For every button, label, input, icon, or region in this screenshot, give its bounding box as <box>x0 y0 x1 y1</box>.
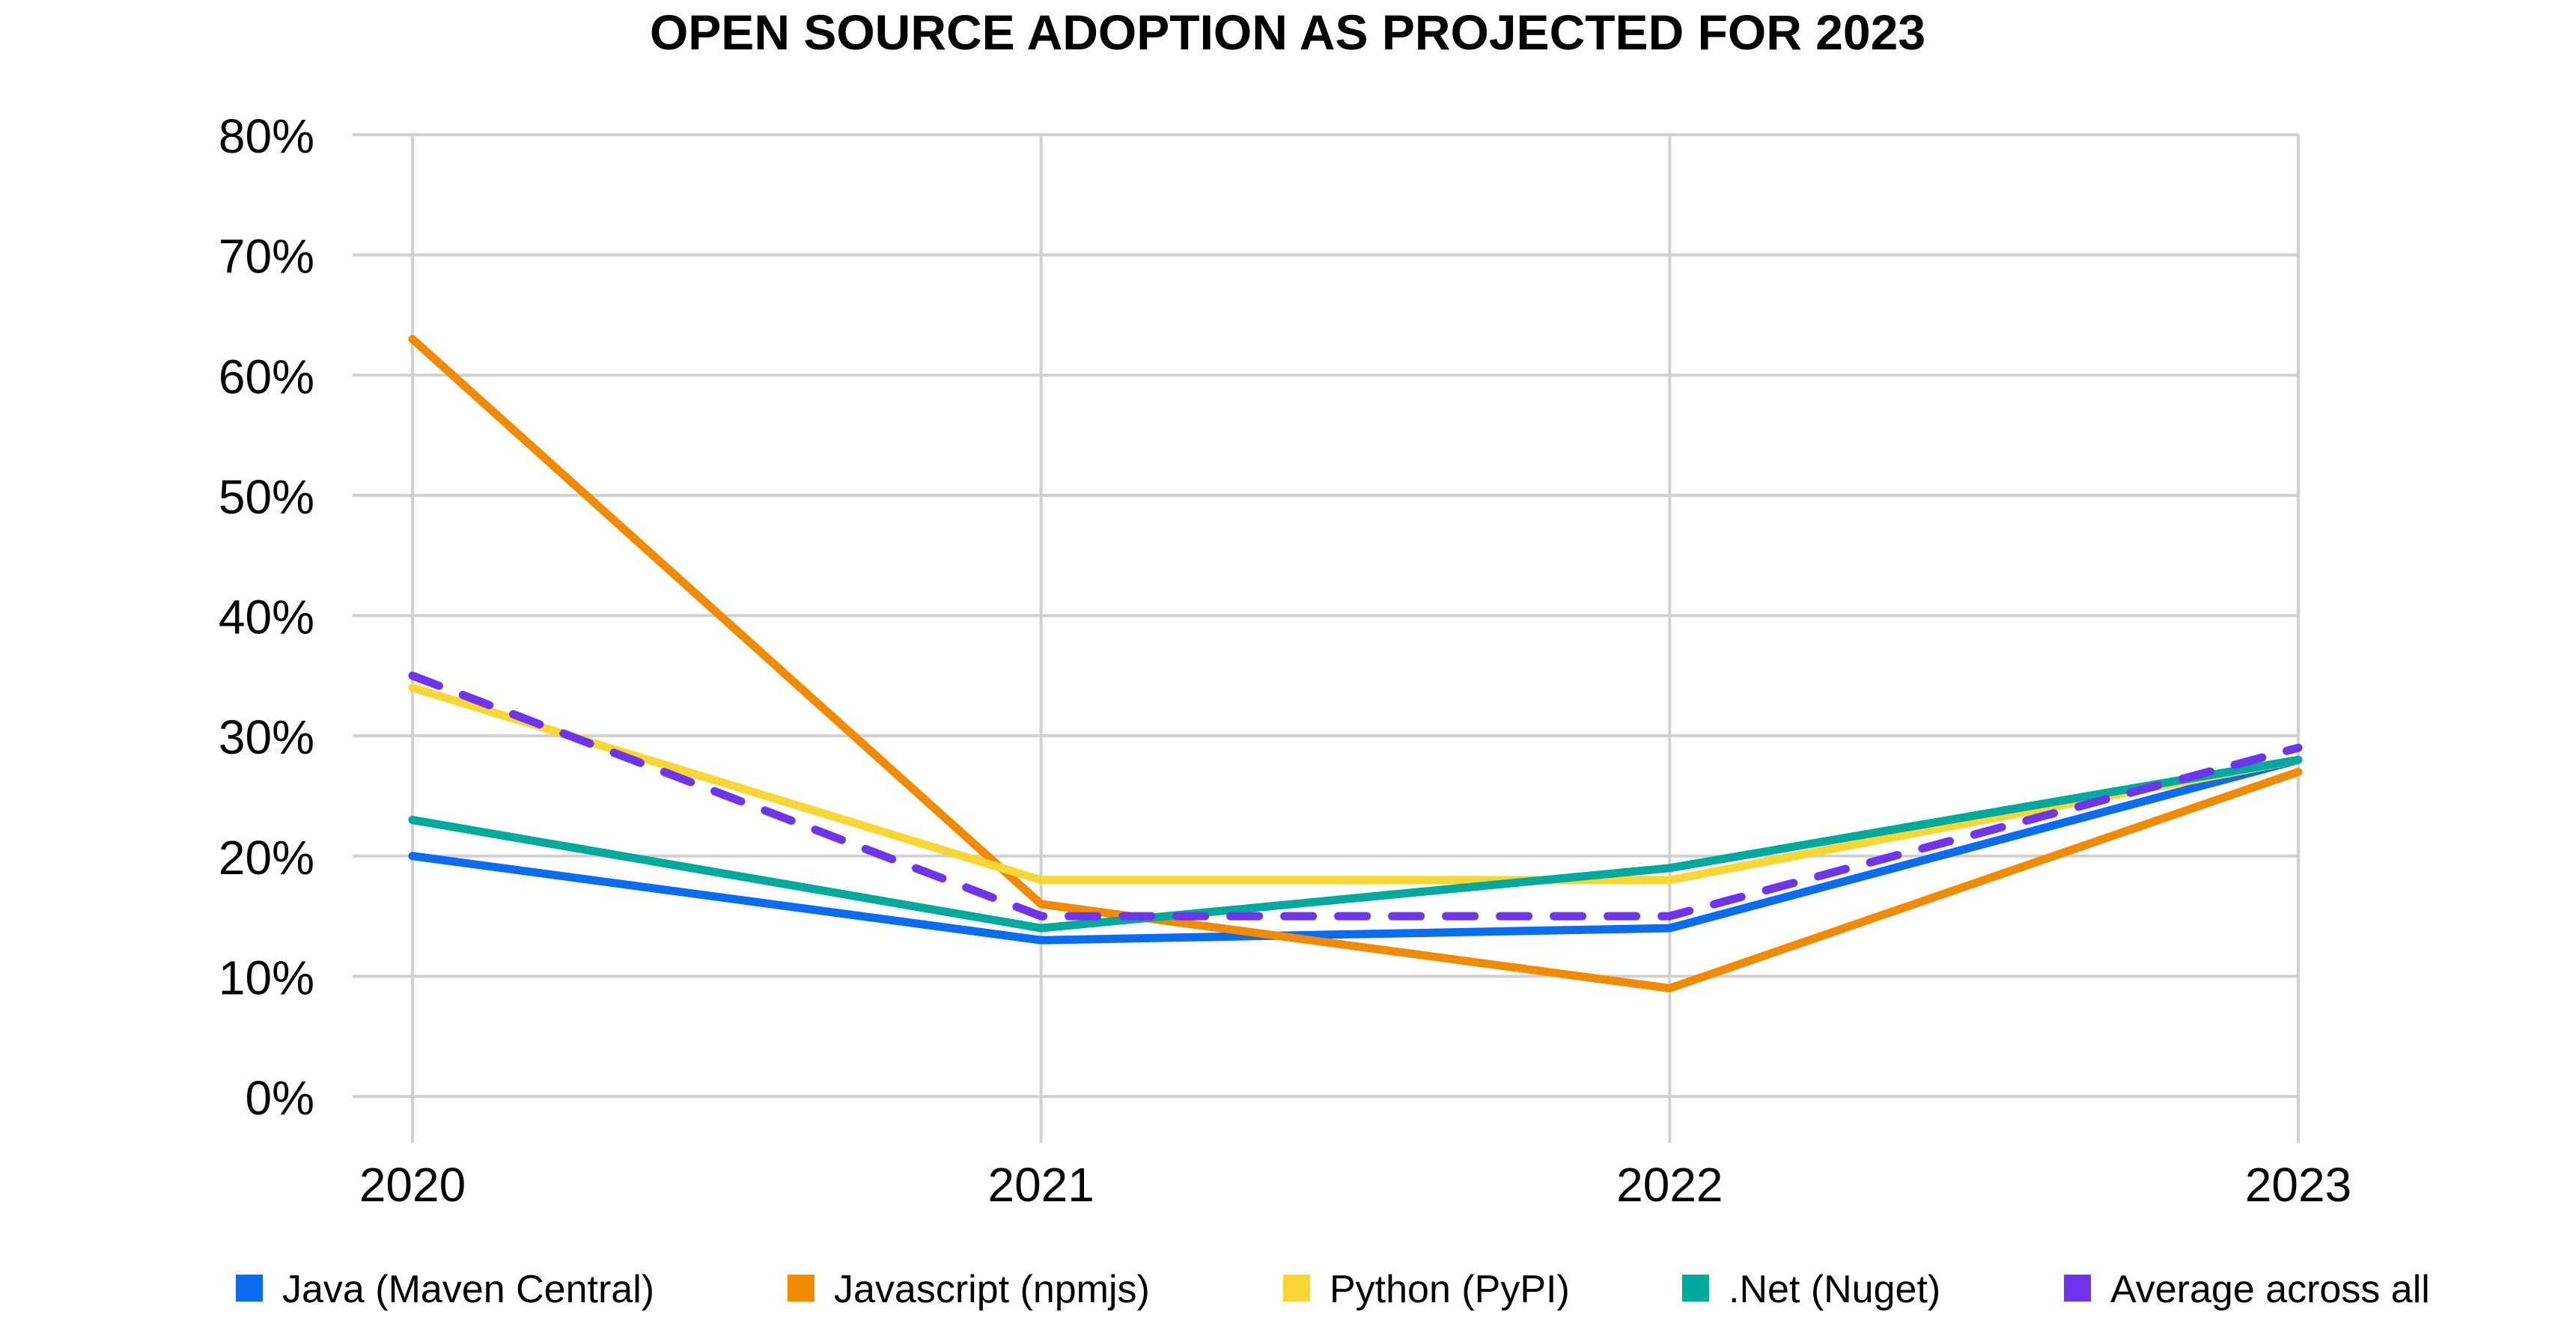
y-tick-label: 10% <box>219 951 314 1004</box>
x-tick-label: 2020 <box>359 1158 466 1212</box>
chart-title: OPEN SOURCE ADOPTION AS PROJECTED FOR 20… <box>650 4 1925 60</box>
legend-swatch <box>1283 1275 1310 1302</box>
grid <box>353 133 2300 1143</box>
x-axis: 2020 2021 2022 2023 <box>359 1158 2351 1212</box>
legend-swatch <box>788 1275 814 1302</box>
y-tick-label: 80% <box>219 109 314 163</box>
series-line-0 <box>408 755 2303 945</box>
legend-label: .Net (Nuget) <box>1729 1268 1940 1311</box>
legend: Java (Maven Central) Javascript (npmjs) Py… <box>236 1268 2430 1311</box>
y-tick-label: 60% <box>219 350 314 403</box>
series-line-2 <box>408 683 2303 885</box>
x-tick-label: 2022 <box>1616 1158 1723 1212</box>
legend-label: Average across all <box>2110 1268 2430 1311</box>
legend-swatch <box>236 1275 263 1302</box>
legend-label: Python (PyPI) <box>1330 1268 1570 1311</box>
y-tick-label: 40% <box>219 591 314 644</box>
y-tick-label: 30% <box>219 710 314 764</box>
legend-swatch <box>2064 1275 2091 1302</box>
x-tick-label: 2023 <box>2245 1158 2351 1212</box>
series-line-1 <box>408 335 2303 992</box>
y-tick-label: 0% <box>246 1071 315 1125</box>
legend-swatch <box>1682 1275 1709 1302</box>
y-tick-label: 70% <box>219 230 314 284</box>
y-axis: 0% 10% 20% 30% 40% 50% 60% 70% 80% <box>219 109 314 1125</box>
y-tick-label: 20% <box>219 831 314 885</box>
y-tick-label: 50% <box>219 470 314 524</box>
x-tick-label: 2021 <box>987 1158 1094 1212</box>
series-line-4 <box>408 671 2303 921</box>
legend-label: Javascript (npmjs) <box>834 1268 1150 1311</box>
series-lines <box>408 335 2303 992</box>
series-line-3 <box>408 755 2303 933</box>
legend-label: Java (Maven Central) <box>282 1268 654 1311</box>
